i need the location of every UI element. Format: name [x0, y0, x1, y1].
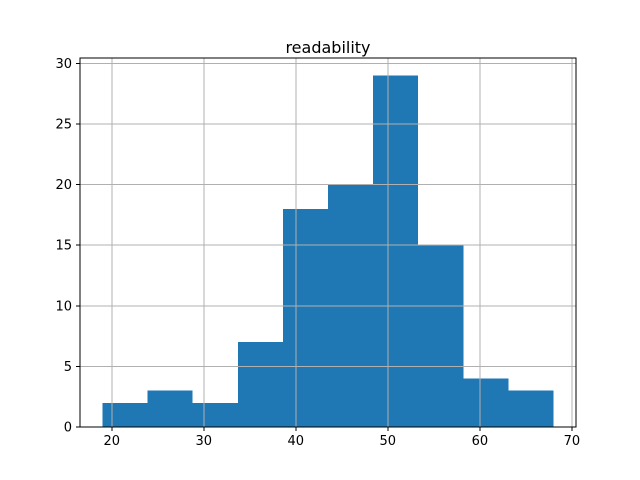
histogram-bar: [418, 245, 464, 427]
axes-spines: [79, 57, 577, 428]
histogram-bar: [147, 390, 193, 427]
y-tick-label: 30: [55, 57, 72, 72]
histogram-bar: [373, 75, 419, 427]
chart-title: readability: [285, 38, 370, 57]
x-tick-label: 50: [380, 434, 397, 449]
x-tick-label: 60: [472, 434, 489, 449]
histogram-bar: [237, 342, 283, 427]
y-tick-label: 15: [55, 239, 72, 254]
histogram-bar: [102, 402, 148, 427]
x-tick-label: 20: [103, 434, 120, 449]
y-tick-label: 10: [55, 299, 72, 314]
chart-layer: 20 30 40 50 60 70 0 5 10 15 20 25 30: [55, 57, 580, 449]
y-tick-label: 20: [55, 178, 72, 193]
histogram-bar: [282, 208, 328, 427]
histogram-bar: [192, 402, 238, 427]
x-tick-label: 30: [195, 434, 212, 449]
y-tick-label: 0: [64, 421, 72, 436]
y-tick-label: 25: [55, 118, 72, 133]
histogram-bar: [508, 390, 554, 427]
x-tick-label: 70: [564, 434, 581, 449]
y-tick-label: 5: [64, 360, 72, 375]
histogram-bar: [463, 378, 509, 427]
x-tick-label: 40: [288, 434, 305, 449]
